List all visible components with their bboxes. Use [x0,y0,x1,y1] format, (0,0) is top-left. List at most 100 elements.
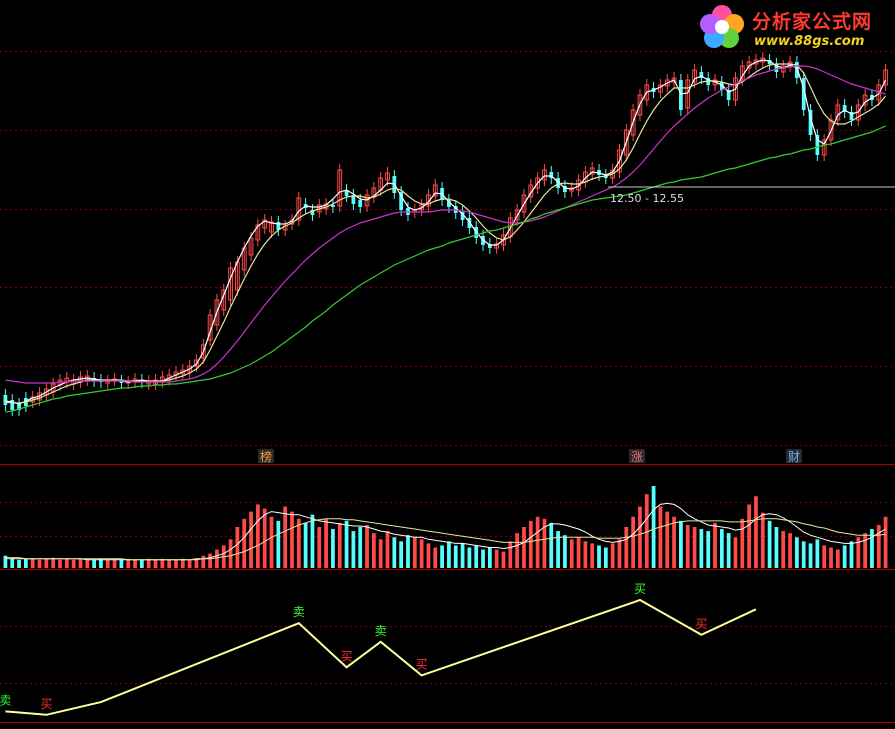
candle-body-down [487,244,492,248]
volume-bar [508,541,513,568]
volume-bar [71,559,76,568]
volume-bar [371,533,376,568]
volume-bar [535,516,540,568]
logo-title: 分析家公式网 [752,11,873,33]
volume-bar [433,547,438,568]
volume-bar [399,541,404,568]
volume-bar [44,558,49,568]
volume-bar [644,494,649,568]
volume-bar [24,558,28,568]
candle-body-down [344,190,349,196]
volume-bar [133,559,137,568]
candle-body-up [419,204,424,211]
event-marker-bang[interactable]: 榜 [260,449,272,464]
candle-body-up [426,194,431,207]
volume-bar [460,543,465,568]
candle-body-up [364,194,370,207]
volume-bar [808,543,813,568]
volume-bar [467,547,472,568]
candle-body-down [719,82,724,90]
volume-bar [126,558,131,568]
volume-bar [658,506,663,568]
volume-bar [174,559,178,568]
volume-bar [30,558,35,568]
candle-body-down [549,172,554,178]
volume-bar [522,527,526,568]
volume-bar [139,559,144,568]
signal-label-buy: 买 [695,617,707,631]
candle-body-up [692,69,697,83]
signal-label-buy: 买 [341,649,353,663]
volume-bar [638,506,642,568]
volume-bar [876,524,881,568]
candle-body-up [214,299,220,326]
volume-bar [883,516,888,568]
candle-body-up [542,169,547,181]
candle-body-down [119,381,124,383]
candle-body-up [255,224,261,241]
candle-body-down [679,80,683,110]
volume-bar [733,537,738,568]
volume-bar [337,522,342,568]
volume-bar [119,559,124,568]
volume-bar [78,558,83,568]
volume-bar [760,512,765,568]
flower-logo-icon [700,5,744,48]
volume-bar [167,559,172,568]
candle-body-down [351,195,356,204]
volume-bar [501,551,506,568]
candle-body-up [200,344,206,359]
volume-bar [17,559,21,568]
volume-bar [747,504,752,568]
candle-body-up [385,172,390,181]
volume-bar [365,524,369,568]
volume-bar [242,518,247,568]
volume-bar [801,541,806,568]
volume-bar [835,549,840,568]
candle-body-up [535,177,540,189]
volume-bar [153,559,158,568]
candle-body-up [828,119,834,141]
event-marker-cai[interactable]: 财 [788,450,800,464]
volume-bar [754,496,758,568]
volume-bar [85,559,90,568]
candle-body-up [521,194,527,213]
candle-body-down [3,395,8,405]
candle-body-up [733,77,738,101]
volume-bar [194,558,199,568]
candle-body-down [17,404,21,410]
volume-bar [10,557,15,568]
volume-bar [713,522,717,568]
signal-panel: 卖买卖买卖买买买 [0,582,757,716]
signal-label-sell: 卖 [293,605,305,619]
candle-body-down [815,135,820,155]
candle-body-down [767,60,772,64]
volume-bar [276,520,281,568]
event-marker-cai-bg [786,449,802,463]
candle-body-up [658,84,663,93]
volume-bar [290,511,294,568]
volume-bar [767,520,772,568]
event-marker-zhang[interactable]: 涨 [631,449,643,464]
volume-bar [385,531,390,568]
volume-bar [180,558,185,568]
volume-bar [774,527,779,568]
volume-bar [215,549,219,568]
volume-bar [685,524,690,568]
volume-ma-line-2 [5,518,886,561]
candle-body-up [432,184,438,197]
candle-body-down [801,78,806,110]
candle-body-down [310,210,315,215]
volume-bar [419,539,424,568]
volume-bar [228,539,233,568]
signal-label-sell: 卖 [0,693,11,707]
volume-bar [740,518,745,568]
candle-body-down [276,222,281,230]
volume-bar [679,520,683,568]
volume-bar [494,549,499,568]
candle-body-down [447,200,451,207]
site-logo[interactable]: 分析家公式网 www.88gs.com [690,0,895,56]
candle-body-down [808,110,813,135]
volume-bar [726,533,731,568]
candle-body-down [358,200,363,207]
